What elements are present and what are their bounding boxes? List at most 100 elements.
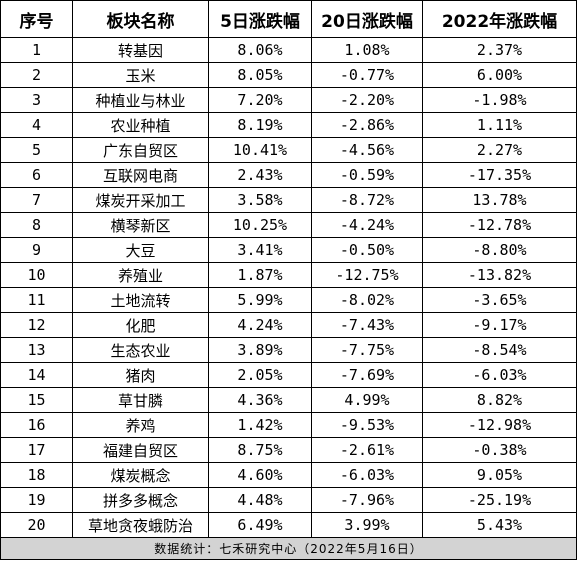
- row-sector-name: 种植业与林业: [72, 87, 209, 113]
- row-5d-change: 3.89%: [208, 337, 312, 363]
- table-row: 10 养殖业 1.87% -12.75% -13.82%: [0, 262, 577, 288]
- row-20d-change: -9.53%: [311, 412, 423, 438]
- row-sector-name: 土地流转: [72, 287, 209, 313]
- row-20d-change: -6.03%: [311, 462, 423, 488]
- row-seq: 8: [0, 212, 73, 238]
- row-20d-change: -12.75%: [311, 262, 423, 288]
- row-20d-change: -4.56%: [311, 137, 423, 163]
- table-row: 17 福建自贸区 8.75% -2.61% -0.38%: [0, 437, 577, 463]
- row-5d-change: 8.19%: [208, 112, 312, 138]
- row-2022-change: 2.37%: [422, 37, 577, 63]
- row-seq: 12: [0, 312, 73, 338]
- table-row: 6 互联网电商 2.43% -0.59% -17.35%: [0, 162, 577, 188]
- footer-row: 数据统计：七禾研究中心（2022年5月16日）: [0, 537, 577, 560]
- row-sector-name: 煤炭开采加工: [72, 187, 209, 213]
- row-sector-name: 草地贪夜蛾防治: [72, 512, 209, 538]
- table-row: 7 煤炭开采加工 3.58% -8.72% 13.78%: [0, 187, 577, 213]
- row-5d-change: 4.36%: [208, 387, 312, 413]
- row-2022-change: 1.11%: [422, 112, 577, 138]
- table-row: 16 养鸡 1.42% -9.53% -12.98%: [0, 412, 577, 438]
- table-row: 2 玉米 8.05% -0.77% 6.00%: [0, 62, 577, 88]
- row-5d-change: 8.75%: [208, 437, 312, 463]
- row-2022-change: -8.54%: [422, 337, 577, 363]
- row-sector-name: 广东自贸区: [72, 137, 209, 163]
- row-20d-change: 3.99%: [311, 512, 423, 538]
- row-sector-name: 猪肉: [72, 362, 209, 388]
- table-row: 9 大豆 3.41% -0.50% -8.80%: [0, 237, 577, 263]
- row-seq: 1: [0, 37, 73, 63]
- row-seq: 15: [0, 387, 73, 413]
- table-row: 8 横琴新区 10.25% -4.24% -12.78%: [0, 212, 577, 238]
- table-row: 1 转基因 8.06% 1.08% 2.37%: [0, 37, 577, 63]
- header-row: 序号 板块名称 5日涨跌幅 20日涨跌幅 2022年涨跌幅: [0, 0, 577, 38]
- row-sector-name: 养鸡: [72, 412, 209, 438]
- row-5d-change: 1.42%: [208, 412, 312, 438]
- table-body: 1 转基因 8.06% 1.08% 2.37% 2 玉米 8.05% -0.77% 6.00% 3 种…: [0, 37, 577, 538]
- row-5d-change: 6.49%: [208, 512, 312, 538]
- row-5d-change: 8.05%: [208, 62, 312, 88]
- row-20d-change: -8.02%: [311, 287, 423, 313]
- row-2022-change: -13.82%: [422, 262, 577, 288]
- row-2022-change: 13.78%: [422, 187, 577, 213]
- row-sector-name: 化肥: [72, 312, 209, 338]
- table-row: 20 草地贪夜蛾防治 6.49% 3.99% 5.43%: [0, 512, 577, 538]
- header-5d-change: 5日涨跌幅: [208, 0, 312, 38]
- row-5d-change: 10.41%: [208, 137, 312, 163]
- row-20d-change: -7.96%: [311, 487, 423, 513]
- row-sector-name: 草甘膦: [72, 387, 209, 413]
- table-row: 19 拼多多概念 4.48% -7.96% -25.19%: [0, 487, 577, 513]
- row-2022-change: -17.35%: [422, 162, 577, 188]
- row-20d-change: -2.86%: [311, 112, 423, 138]
- row-2022-change: -0.38%: [422, 437, 577, 463]
- row-2022-change: 8.82%: [422, 387, 577, 413]
- table-row: 18 煤炭概念 4.60% -6.03% 9.05%: [0, 462, 577, 488]
- row-5d-change: 2.05%: [208, 362, 312, 388]
- row-2022-change: -1.98%: [422, 87, 577, 113]
- row-sector-name: 转基因: [72, 37, 209, 63]
- row-seq: 5: [0, 137, 73, 163]
- row-seq: 18: [0, 462, 73, 488]
- row-sector-name: 大豆: [72, 237, 209, 263]
- table-row: 15 草甘膦 4.36% 4.99% 8.82%: [0, 387, 577, 413]
- row-sector-name: 养殖业: [72, 262, 209, 288]
- row-seq: 13: [0, 337, 73, 363]
- table-row: 13 生态农业 3.89% -7.75% -8.54%: [0, 337, 577, 363]
- header-sector-name: 板块名称: [72, 0, 209, 38]
- row-sector-name: 福建自贸区: [72, 437, 209, 463]
- row-20d-change: -2.61%: [311, 437, 423, 463]
- row-5d-change: 5.99%: [208, 287, 312, 313]
- row-20d-change: -0.77%: [311, 62, 423, 88]
- row-sector-name: 横琴新区: [72, 212, 209, 238]
- table-row: 14 猪肉 2.05% -7.69% -6.03%: [0, 362, 577, 388]
- header-2022-change: 2022年涨跌幅: [422, 0, 577, 38]
- row-2022-change: 2.27%: [422, 137, 577, 163]
- row-sector-name: 煤炭概念: [72, 462, 209, 488]
- row-sector-name: 拼多多概念: [72, 487, 209, 513]
- row-5d-change: 4.24%: [208, 312, 312, 338]
- row-seq: 9: [0, 237, 73, 263]
- row-sector-name: 生态农业: [72, 337, 209, 363]
- row-2022-change: -3.65%: [422, 287, 577, 313]
- row-sector-name: 农业种植: [72, 112, 209, 138]
- row-5d-change: 3.41%: [208, 237, 312, 263]
- row-2022-change: -9.17%: [422, 312, 577, 338]
- row-seq: 4: [0, 112, 73, 138]
- row-20d-change: -7.69%: [311, 362, 423, 388]
- table-row: 4 农业种植 8.19% -2.86% 1.11%: [0, 112, 577, 138]
- row-20d-change: -2.20%: [311, 87, 423, 113]
- row-seq: 7: [0, 187, 73, 213]
- row-5d-change: 1.87%: [208, 262, 312, 288]
- row-5d-change: 4.60%: [208, 462, 312, 488]
- row-seq: 19: [0, 487, 73, 513]
- row-2022-change: 5.43%: [422, 512, 577, 538]
- row-seq: 14: [0, 362, 73, 388]
- table-row: 3 种植业与林业 7.20% -2.20% -1.98%: [0, 87, 577, 113]
- row-seq: 10: [0, 262, 73, 288]
- row-seq: 2: [0, 62, 73, 88]
- row-sector-name: 玉米: [72, 62, 209, 88]
- row-seq: 17: [0, 437, 73, 463]
- row-2022-change: -25.19%: [422, 487, 577, 513]
- row-2022-change: -6.03%: [422, 362, 577, 388]
